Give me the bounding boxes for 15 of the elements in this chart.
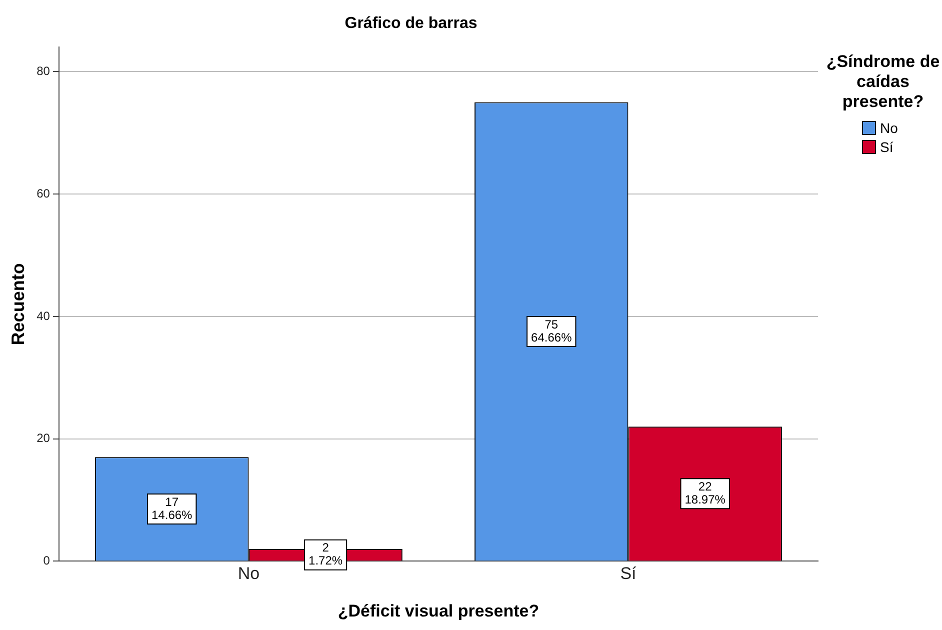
- data-label: 17 14.66%: [152, 494, 193, 522]
- chart-title: Gráfico de barras: [344, 15, 478, 32]
- x-axis-title: ¿Déficit visual presente?: [338, 601, 540, 620]
- legend-label: No: [880, 120, 898, 136]
- data-label: 22 18.97%: [684, 479, 726, 506]
- data-label: 75 64.66%: [531, 317, 572, 344]
- y-axis-title: Recuento: [8, 263, 28, 346]
- y-tick-label: 60: [36, 186, 50, 200]
- legend-title: ¿Síndrome de caídas presente?: [825, 52, 941, 112]
- y-tick-label: 40: [36, 308, 50, 323]
- legend-label: Sí: [880, 138, 894, 154]
- y-tick-label: 20: [36, 431, 50, 446]
- y-tick-label: 0: [43, 554, 50, 568]
- data-label: 2 1.72%: [308, 540, 343, 568]
- y-tick-label: 80: [36, 64, 50, 78]
